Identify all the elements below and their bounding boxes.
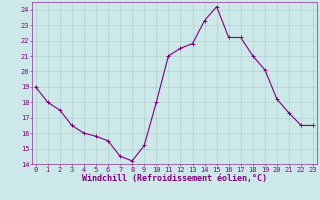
X-axis label: Windchill (Refroidissement éolien,°C): Windchill (Refroidissement éolien,°C) xyxy=(82,174,267,183)
